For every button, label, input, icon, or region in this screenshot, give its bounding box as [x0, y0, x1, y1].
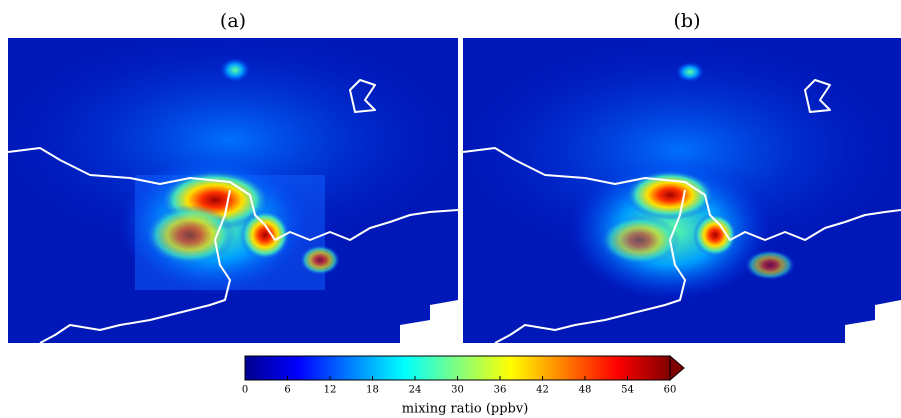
colorbar-tick-label: 0 [242, 385, 248, 396]
panel-label: (b) [674, 10, 701, 32]
panel-label: (a) [220, 10, 246, 32]
colorbar-tick-label: 12 [324, 385, 337, 396]
colorbar: 0 6 12 18 24 30 36 42 48 54 60 [242, 356, 684, 396]
colorbar-label: mixing ratio (ppbv) [402, 402, 529, 417]
colorbar-tick-label: 18 [366, 385, 379, 396]
figure: (a) (b) 0 6 12 18 24 30 36 42 48 54 60 mixing rati… [0, 0, 901, 418]
map-panel-a [0, 30, 460, 343]
colorbar-tick-label: 42 [536, 385, 549, 396]
colorbar-tick-label: 6 [284, 385, 290, 396]
colorbar-tick-label: 24 [409, 385, 422, 396]
colorbar-tick-label: 60 [664, 385, 677, 396]
colorbar-tick-label: 48 [579, 385, 592, 396]
colorbar-tick-label: 54 [621, 385, 634, 396]
colorbar-tick-label: 36 [494, 385, 507, 396]
colorbar-extension [670, 356, 684, 380]
map-panel-b [460, 38, 901, 343]
colorbar-tick-label: 30 [451, 385, 464, 396]
